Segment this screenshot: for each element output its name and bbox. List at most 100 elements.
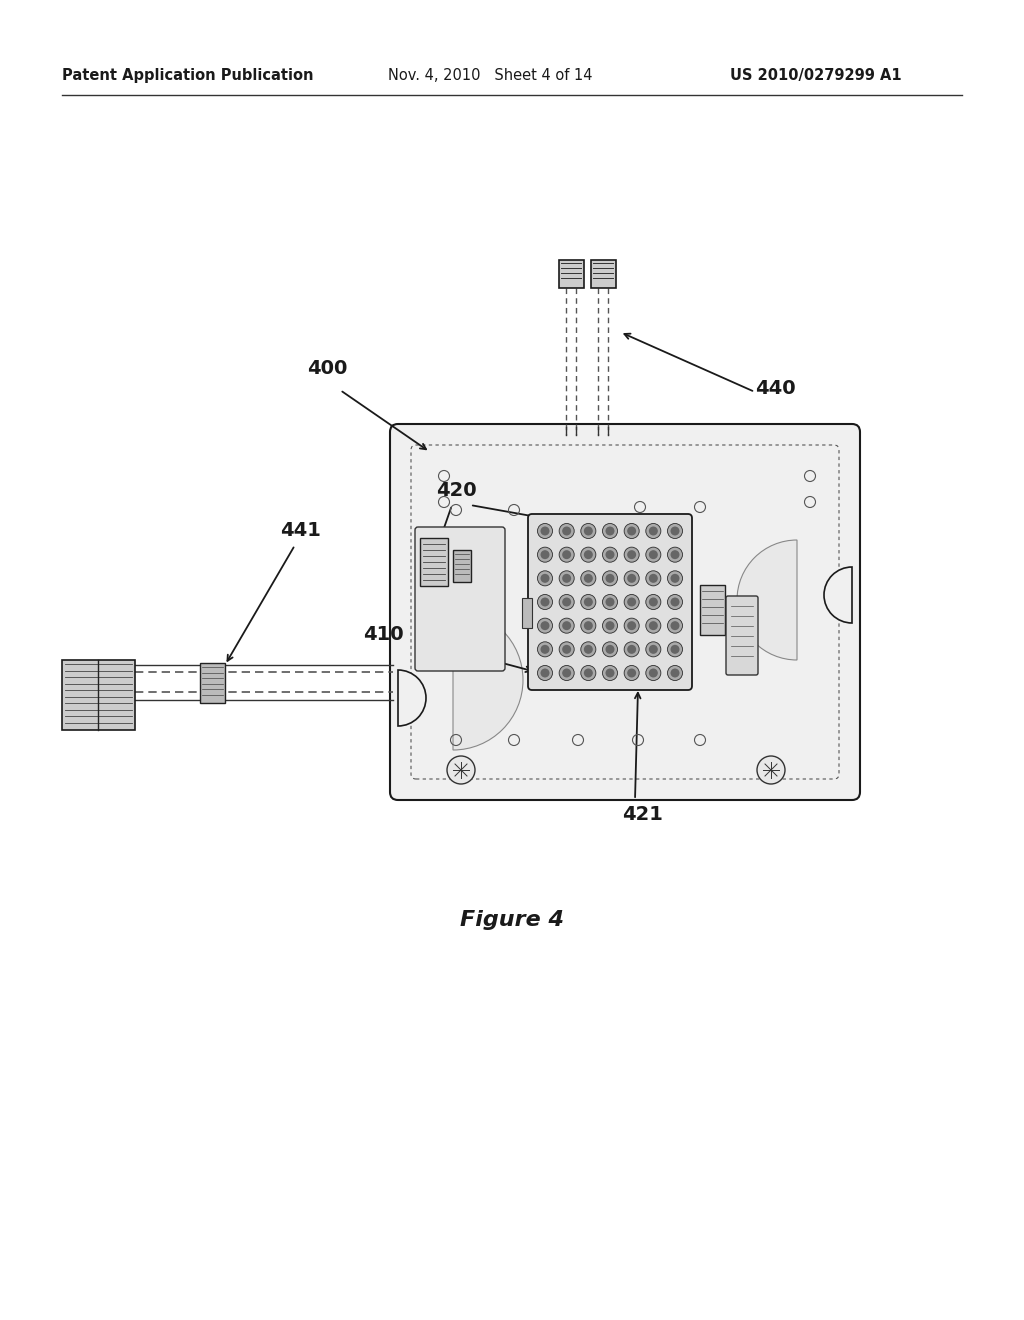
Circle shape bbox=[605, 598, 614, 606]
Circle shape bbox=[649, 574, 657, 583]
Circle shape bbox=[559, 548, 574, 562]
Circle shape bbox=[538, 594, 553, 610]
Circle shape bbox=[625, 618, 639, 634]
Circle shape bbox=[627, 598, 636, 606]
Circle shape bbox=[541, 574, 550, 583]
Circle shape bbox=[646, 594, 660, 610]
Circle shape bbox=[671, 598, 680, 606]
Bar bbox=[522, 598, 532, 628]
Bar bbox=[62, 660, 135, 730]
Bar bbox=[559, 260, 584, 288]
Text: 400: 400 bbox=[307, 359, 347, 378]
Bar bbox=[700, 585, 725, 635]
Text: 420: 420 bbox=[436, 480, 476, 499]
Circle shape bbox=[541, 527, 550, 536]
Text: US 2010/0279299 A1: US 2010/0279299 A1 bbox=[730, 69, 901, 83]
FancyBboxPatch shape bbox=[726, 597, 758, 675]
Text: 440: 440 bbox=[755, 379, 796, 397]
Circle shape bbox=[646, 665, 660, 681]
Circle shape bbox=[668, 665, 683, 681]
Wedge shape bbox=[453, 610, 523, 750]
Text: Figure 4: Figure 4 bbox=[460, 909, 564, 931]
Circle shape bbox=[562, 574, 571, 583]
Circle shape bbox=[605, 622, 614, 630]
Circle shape bbox=[538, 524, 553, 539]
Circle shape bbox=[605, 550, 614, 560]
Circle shape bbox=[649, 622, 657, 630]
Circle shape bbox=[627, 668, 636, 677]
Circle shape bbox=[581, 548, 596, 562]
Circle shape bbox=[562, 668, 571, 677]
Circle shape bbox=[627, 645, 636, 653]
Circle shape bbox=[562, 622, 571, 630]
Circle shape bbox=[559, 618, 574, 634]
Circle shape bbox=[584, 668, 593, 677]
Circle shape bbox=[625, 594, 639, 610]
Circle shape bbox=[541, 598, 550, 606]
Circle shape bbox=[541, 668, 550, 677]
Circle shape bbox=[447, 756, 475, 784]
Circle shape bbox=[671, 645, 680, 653]
Circle shape bbox=[538, 618, 553, 634]
Text: 410: 410 bbox=[362, 626, 403, 644]
Circle shape bbox=[581, 665, 596, 681]
Circle shape bbox=[559, 594, 574, 610]
Circle shape bbox=[757, 756, 785, 784]
Circle shape bbox=[538, 548, 553, 562]
Circle shape bbox=[559, 570, 574, 586]
Circle shape bbox=[584, 622, 593, 630]
Circle shape bbox=[584, 598, 593, 606]
Circle shape bbox=[649, 645, 657, 653]
Circle shape bbox=[559, 642, 574, 657]
Circle shape bbox=[627, 622, 636, 630]
Circle shape bbox=[584, 527, 593, 536]
Wedge shape bbox=[737, 540, 797, 660]
FancyBboxPatch shape bbox=[528, 513, 692, 690]
Circle shape bbox=[671, 668, 680, 677]
Text: 441: 441 bbox=[280, 520, 321, 540]
Circle shape bbox=[602, 570, 617, 586]
Circle shape bbox=[581, 524, 596, 539]
Circle shape bbox=[562, 527, 571, 536]
Circle shape bbox=[584, 550, 593, 560]
Circle shape bbox=[668, 642, 683, 657]
Circle shape bbox=[646, 642, 660, 657]
Circle shape bbox=[541, 622, 550, 630]
Circle shape bbox=[562, 645, 571, 653]
Circle shape bbox=[602, 618, 617, 634]
Circle shape bbox=[562, 598, 571, 606]
Circle shape bbox=[562, 550, 571, 560]
Circle shape bbox=[649, 668, 657, 677]
Circle shape bbox=[671, 550, 680, 560]
Circle shape bbox=[649, 598, 657, 606]
Circle shape bbox=[541, 550, 550, 560]
Circle shape bbox=[581, 642, 596, 657]
Circle shape bbox=[605, 645, 614, 653]
Wedge shape bbox=[398, 671, 426, 726]
Bar bbox=[453, 550, 471, 582]
Circle shape bbox=[668, 548, 683, 562]
Circle shape bbox=[646, 570, 660, 586]
Circle shape bbox=[602, 594, 617, 610]
Circle shape bbox=[581, 570, 596, 586]
FancyBboxPatch shape bbox=[415, 527, 505, 671]
Text: 421: 421 bbox=[622, 805, 663, 825]
Circle shape bbox=[671, 527, 680, 536]
Circle shape bbox=[602, 548, 617, 562]
Circle shape bbox=[584, 574, 593, 583]
Circle shape bbox=[605, 574, 614, 583]
Circle shape bbox=[668, 524, 683, 539]
Circle shape bbox=[646, 524, 660, 539]
Circle shape bbox=[646, 548, 660, 562]
Circle shape bbox=[649, 550, 657, 560]
Circle shape bbox=[668, 594, 683, 610]
Circle shape bbox=[649, 527, 657, 536]
Circle shape bbox=[584, 645, 593, 653]
Text: Nov. 4, 2010   Sheet 4 of 14: Nov. 4, 2010 Sheet 4 of 14 bbox=[388, 69, 593, 83]
Bar bbox=[420, 539, 449, 586]
Circle shape bbox=[538, 665, 553, 681]
Circle shape bbox=[668, 618, 683, 634]
Circle shape bbox=[668, 570, 683, 586]
Circle shape bbox=[627, 527, 636, 536]
Circle shape bbox=[671, 574, 680, 583]
